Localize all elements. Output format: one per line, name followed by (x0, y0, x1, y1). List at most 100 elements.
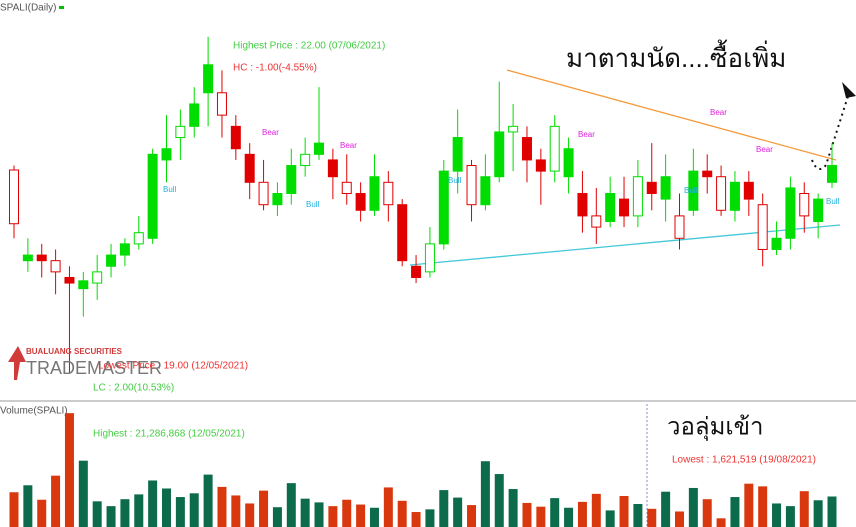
candle-body (50, 260, 61, 273)
volume-bar (314, 502, 324, 527)
bear-label: Bear (756, 145, 773, 154)
logo-icon (8, 346, 26, 380)
volume-bar (772, 503, 782, 527)
volume-bar (633, 504, 643, 527)
volume-bar (92, 501, 102, 527)
logo-product: TRADEMASTER (26, 358, 162, 378)
volume-bar (259, 490, 269, 527)
candle-body (341, 181, 352, 195)
volume-title: Volume(SPALI) (0, 406, 68, 417)
volume-bar (231, 495, 241, 527)
volume-bar (203, 474, 213, 527)
volume-bar (23, 485, 33, 527)
candle-body (785, 187, 796, 239)
lc-label: LC : 2.00(10.53%) (93, 383, 174, 394)
volume-bar (411, 512, 421, 527)
bull-label: Bull (826, 197, 840, 206)
volume-bar (591, 493, 601, 527)
candle-body (716, 176, 727, 211)
volume-bar (64, 413, 74, 527)
volume-bar (106, 506, 116, 527)
trend-line (506, 69, 837, 161)
volume-bar (480, 461, 490, 527)
bull-label: Bull (306, 200, 320, 209)
candle-body (369, 176, 380, 211)
candle-body (119, 243, 130, 256)
volume-bar (688, 487, 698, 527)
candle-body (244, 153, 255, 183)
candle-body (272, 193, 283, 206)
volume-bar (467, 505, 477, 527)
candle-body (189, 103, 200, 127)
volume-bar (272, 507, 282, 527)
candle-body (827, 165, 837, 183)
candle-body (508, 125, 519, 133)
volume-bar (605, 510, 615, 527)
volume-bar (702, 499, 712, 527)
volume-comment: วอลุ่มเข้า (667, 413, 764, 441)
comment: มาตามนัด....ซื้อเพิ่ม (566, 39, 786, 73)
volume-bar (661, 491, 671, 527)
highest-price: Highest Price : 22.00 (07/06/2021) (233, 41, 385, 52)
volume-bar (328, 506, 338, 527)
volume-bar (148, 480, 158, 527)
candle-body (757, 204, 768, 250)
volume-bar (37, 499, 47, 527)
candle-body (438, 170, 449, 245)
volume-bar (342, 499, 352, 527)
candle-body (646, 181, 657, 195)
candle-body (327, 159, 338, 178)
candle-body (743, 181, 754, 200)
candle-body (92, 271, 103, 284)
volume-bar (286, 483, 296, 527)
volume-bar (369, 507, 379, 527)
volume-bar (827, 496, 837, 527)
candle-body (799, 193, 810, 217)
volume-bar (785, 506, 795, 527)
candle-body (78, 280, 89, 290)
volume-bar (162, 488, 172, 527)
candle-body (175, 125, 186, 139)
candle-body (355, 193, 366, 211)
bull-label: Bull (163, 185, 177, 194)
bull-label: Bull (448, 176, 462, 185)
candle-body (424, 243, 435, 273)
volume-bar (217, 486, 227, 527)
hc-label: HC : -1.00(-4.55%) (233, 63, 317, 74)
trend-line (409, 224, 841, 266)
title-marker (59, 6, 64, 9)
candle-body (729, 181, 740, 211)
volume-bar (799, 491, 809, 527)
candle-body (22, 254, 33, 262)
candle-body (632, 176, 643, 217)
volume-highest: Highest : 21,286,868 (12/05/2021) (93, 429, 245, 440)
candle-body (216, 92, 227, 116)
candle-body (64, 276, 75, 284)
candle-body (397, 204, 408, 262)
volume-bar (175, 497, 185, 527)
lowest-price: Lowest Price : 19.00 (12/05/2021) (98, 361, 248, 372)
candle-body (133, 232, 144, 245)
volume-bar (439, 490, 449, 527)
candle-body (591, 215, 602, 228)
volume-bar (744, 483, 754, 527)
candle-body (106, 254, 117, 267)
volume-bar (619, 495, 629, 527)
volume-bar (120, 499, 130, 527)
volume-bar (758, 486, 768, 527)
candle-body (577, 193, 588, 217)
candle-body (674, 215, 685, 239)
volume-bar (716, 518, 726, 527)
candle-body (813, 198, 824, 222)
candle-body (702, 170, 713, 178)
candle-body (660, 176, 671, 200)
volume-bar (9, 492, 19, 527)
candle-body (535, 159, 546, 172)
candle-body (411, 265, 422, 278)
volume-bar (51, 475, 61, 527)
bear-label: Bear (710, 108, 727, 117)
volume-bar (425, 509, 435, 527)
candle-body (771, 237, 782, 250)
candle-body (161, 148, 172, 161)
